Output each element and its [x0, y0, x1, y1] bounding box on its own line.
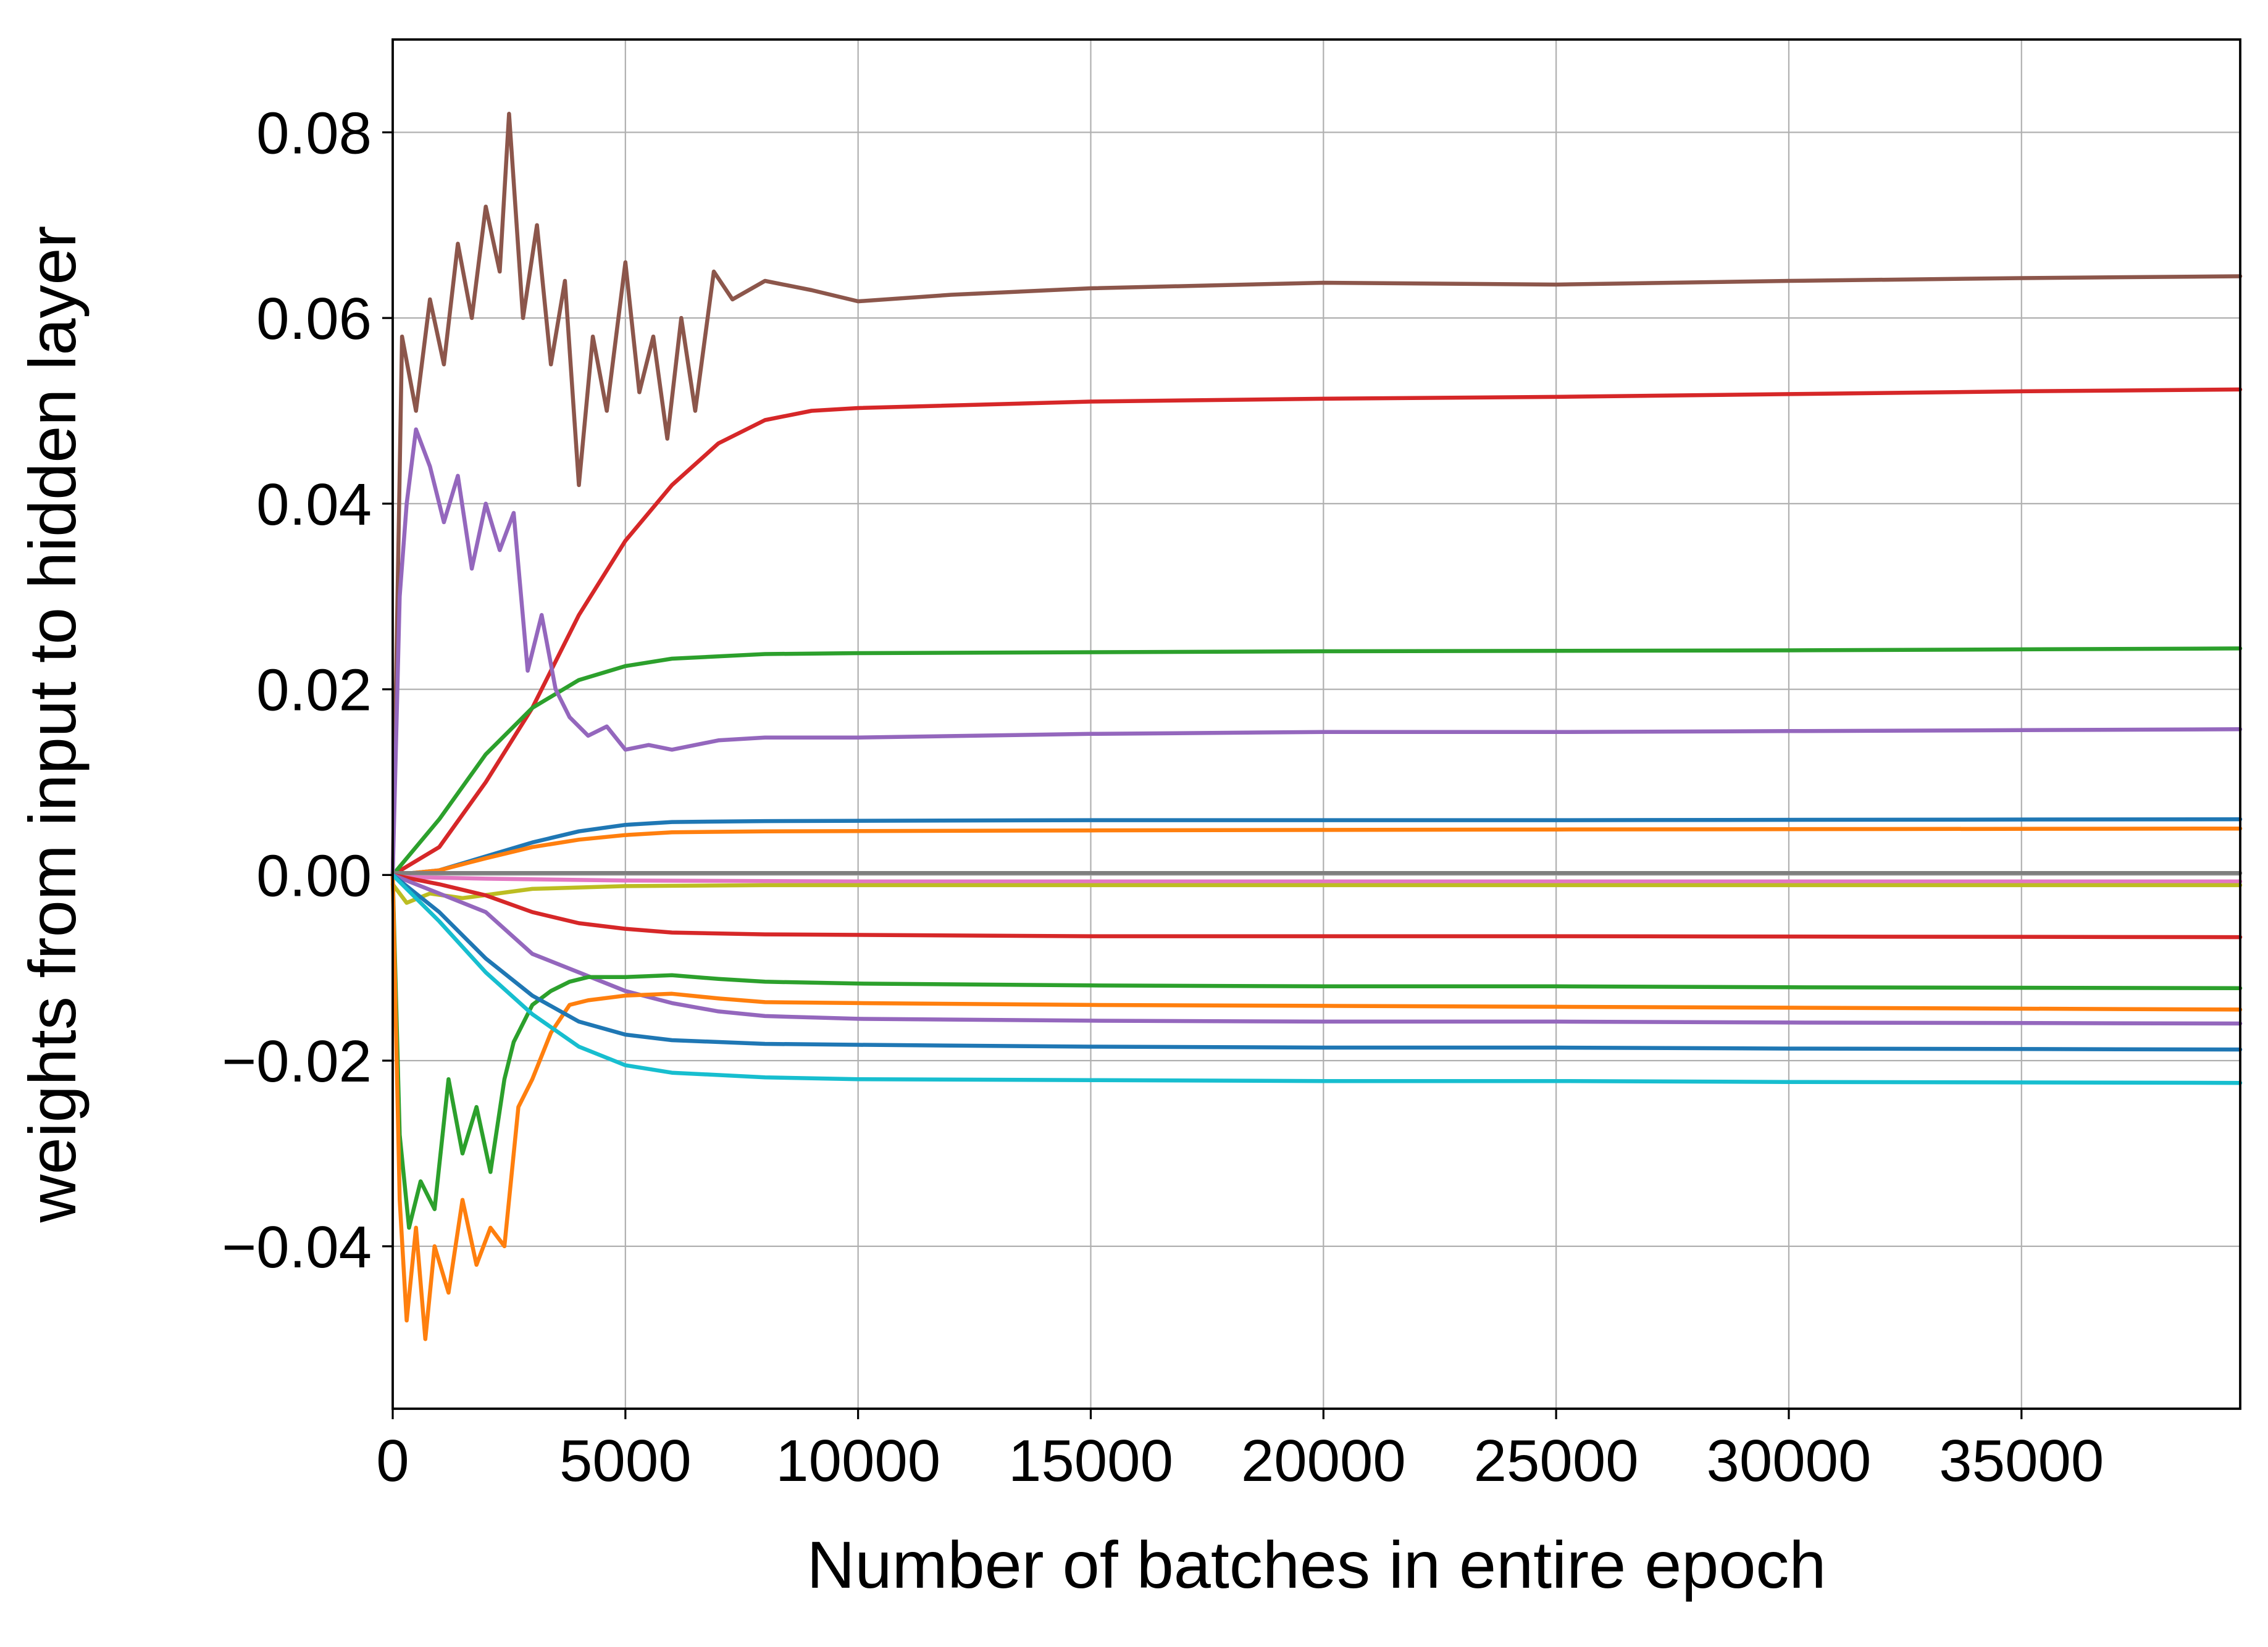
series-line-4 [390, 427, 2243, 877]
x-axis-label: Number of batches in entire epoch [807, 1527, 1827, 1602]
y-axis-label: weights from input to hidden layer [15, 226, 90, 1224]
series-line-11 [390, 873, 2243, 1026]
series-line-13 [390, 873, 2243, 1341]
x-tick-label: 0 [376, 1428, 409, 1494]
y-tick-label: 0.08 [256, 100, 372, 166]
series-line-6 [390, 826, 2243, 877]
x-tick-label: 10000 [776, 1428, 940, 1494]
x-tick-label: 20000 [1241, 1428, 1406, 1494]
y-tick-label: −0.04 [222, 1214, 372, 1280]
x-tick-label: 35000 [1939, 1428, 2104, 1494]
x-tick-label: 5000 [559, 1428, 692, 1494]
series-group [390, 112, 2243, 1341]
y-tick-label: 0.02 [256, 657, 372, 723]
y-tick-label: 0.00 [256, 843, 372, 909]
series-line-3 [390, 646, 2243, 877]
y-tick-label: 0.06 [256, 286, 372, 352]
series-line-14 [390, 873, 2243, 1052]
x-tick-label: 25000 [1474, 1428, 1639, 1494]
series-line-15 [390, 873, 2243, 1085]
series-line-2 [390, 387, 2243, 877]
x-tick-label: 15000 [1008, 1428, 1173, 1494]
x-tick-label: 30000 [1706, 1428, 1871, 1494]
y-tick-label: −0.02 [222, 1028, 372, 1095]
series-line-12 [390, 873, 2243, 1230]
plot-frame [391, 38, 2241, 1410]
series-line-1 [390, 112, 2243, 877]
y-tick-label: 0.04 [256, 472, 372, 538]
series-line-8 [390, 875, 2243, 884]
series-line-10 [390, 873, 2243, 940]
axis-ticks: 0 5000 10000 15000 20000 25000 30000 35000 −0.04… [222, 100, 2104, 1494]
